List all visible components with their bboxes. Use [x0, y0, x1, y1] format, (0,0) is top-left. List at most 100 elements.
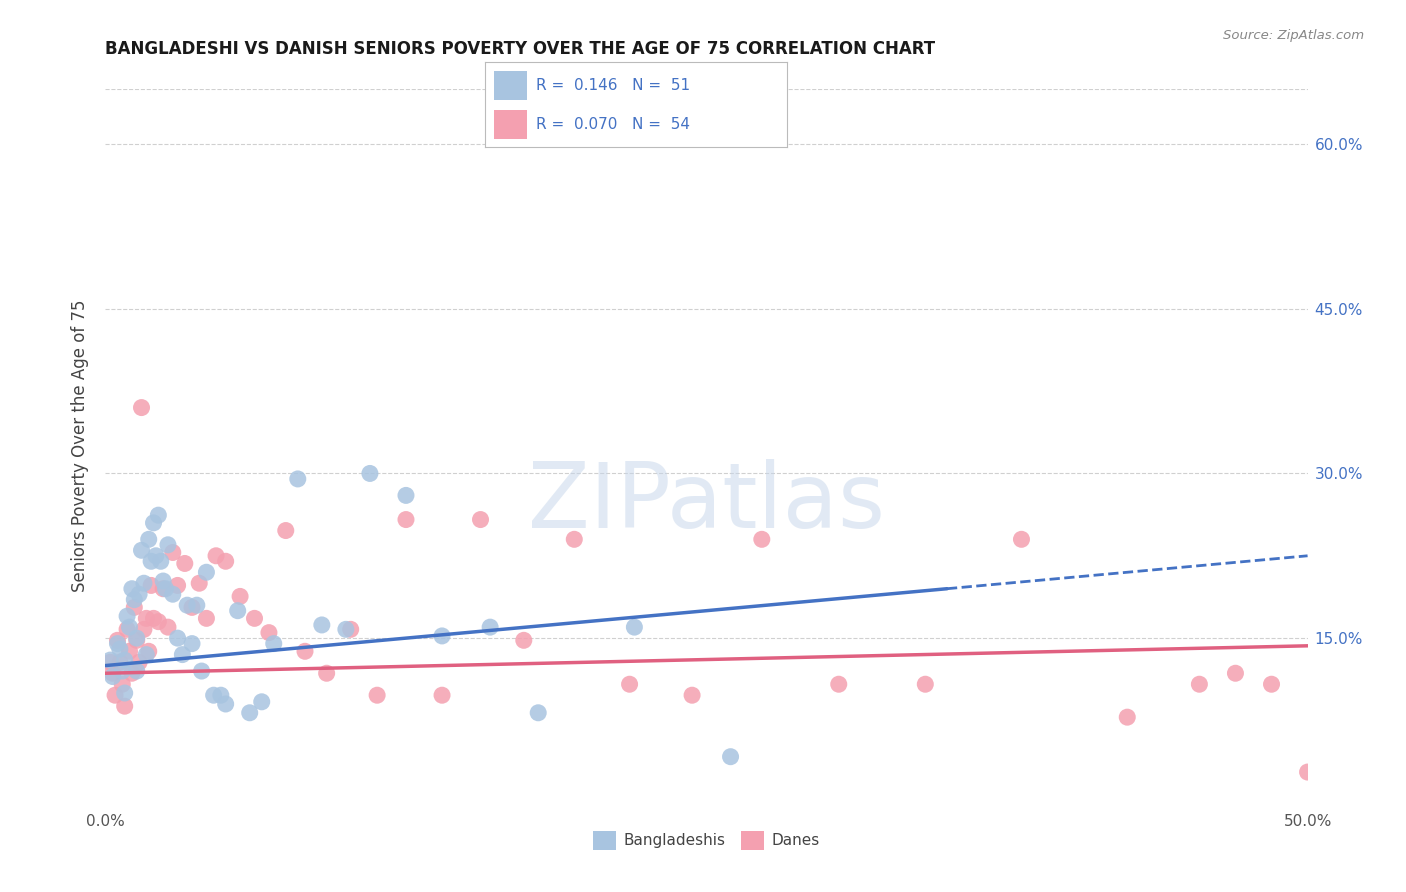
Point [527, 706, 550, 720]
Point [239, 706, 262, 720]
Point [226, 604, 249, 618]
Point [128, 587, 150, 601]
Point [124, 592, 146, 607]
Point [176, 598, 198, 612]
Point [257, 625, 280, 640]
Point [430, 688, 453, 702]
Point [115, 623, 138, 637]
Point [125, 631, 148, 645]
Point [619, 677, 641, 691]
Point [359, 467, 381, 481]
Point [562, 533, 585, 547]
Point [202, 688, 225, 702]
FancyBboxPatch shape [494, 71, 527, 100]
Point [149, 554, 172, 568]
Point [209, 688, 232, 702]
Point [138, 644, 160, 658]
Point [243, 611, 266, 625]
Point [166, 631, 188, 645]
Point [186, 598, 208, 612]
Point [139, 578, 162, 592]
Point [145, 549, 167, 563]
Point [125, 664, 148, 678]
Point [1188, 677, 1211, 691]
Point [162, 587, 184, 601]
Text: R =  0.070   N =  54: R = 0.070 N = 54 [537, 117, 690, 132]
Point [751, 533, 773, 547]
Point [1260, 677, 1282, 691]
Point [681, 688, 703, 702]
Point [101, 669, 124, 683]
Point [339, 623, 361, 637]
Point [274, 524, 297, 538]
Point [513, 633, 536, 648]
Point [1011, 533, 1033, 547]
Point [148, 508, 170, 523]
Point [181, 637, 204, 651]
Point [1225, 666, 1247, 681]
Point [156, 620, 179, 634]
Point [121, 582, 143, 596]
Point [148, 615, 170, 629]
Point [124, 600, 146, 615]
Point [121, 666, 143, 681]
Point [181, 600, 204, 615]
Point [114, 653, 136, 667]
Point [132, 576, 155, 591]
Point [131, 543, 153, 558]
FancyBboxPatch shape [494, 110, 527, 139]
Point [101, 666, 124, 681]
Point [111, 664, 134, 678]
Point [188, 576, 211, 591]
Point [214, 697, 236, 711]
Point [142, 611, 165, 625]
Point [132, 623, 155, 637]
Point [128, 655, 150, 669]
Point [108, 655, 131, 669]
Text: ZIPatlas: ZIPatlas [529, 459, 884, 547]
Text: Source: ZipAtlas.com: Source: ZipAtlas.com [1223, 29, 1364, 42]
Point [173, 557, 195, 571]
Point [205, 549, 228, 563]
Point [172, 648, 194, 662]
Point [166, 578, 188, 592]
Point [479, 620, 502, 634]
Point [294, 644, 316, 658]
Point [315, 666, 337, 681]
Point [828, 677, 851, 691]
Point [195, 611, 218, 625]
Point [115, 609, 138, 624]
Point [214, 554, 236, 568]
Point [311, 618, 333, 632]
Point [125, 633, 148, 648]
Point [138, 533, 160, 547]
Point [623, 620, 645, 634]
Point [108, 642, 131, 657]
Point [366, 688, 388, 702]
Point [1296, 765, 1319, 780]
Point [135, 611, 157, 625]
Point [1116, 710, 1139, 724]
Point [914, 677, 936, 691]
Point [118, 620, 141, 634]
Point [229, 590, 252, 604]
Point [470, 512, 492, 526]
Point [263, 637, 285, 651]
Point [250, 695, 273, 709]
Point [195, 566, 218, 580]
Point [335, 623, 357, 637]
Legend: Bangladeshis, Danes: Bangladeshis, Danes [588, 825, 825, 855]
Point [152, 574, 174, 588]
Point [98, 655, 121, 669]
Point [287, 472, 309, 486]
Point [152, 582, 174, 596]
Point [162, 545, 184, 559]
Point [155, 582, 177, 596]
Point [114, 686, 136, 700]
Text: BANGLADESHI VS DANISH SENIORS POVERTY OVER THE AGE OF 75 CORRELATION CHART: BANGLADESHI VS DANISH SENIORS POVERTY OV… [105, 40, 935, 58]
Point [156, 538, 179, 552]
Text: R =  0.146   N =  51: R = 0.146 N = 51 [537, 78, 690, 93]
Point [142, 516, 165, 530]
Point [111, 677, 134, 691]
Point [107, 637, 129, 651]
